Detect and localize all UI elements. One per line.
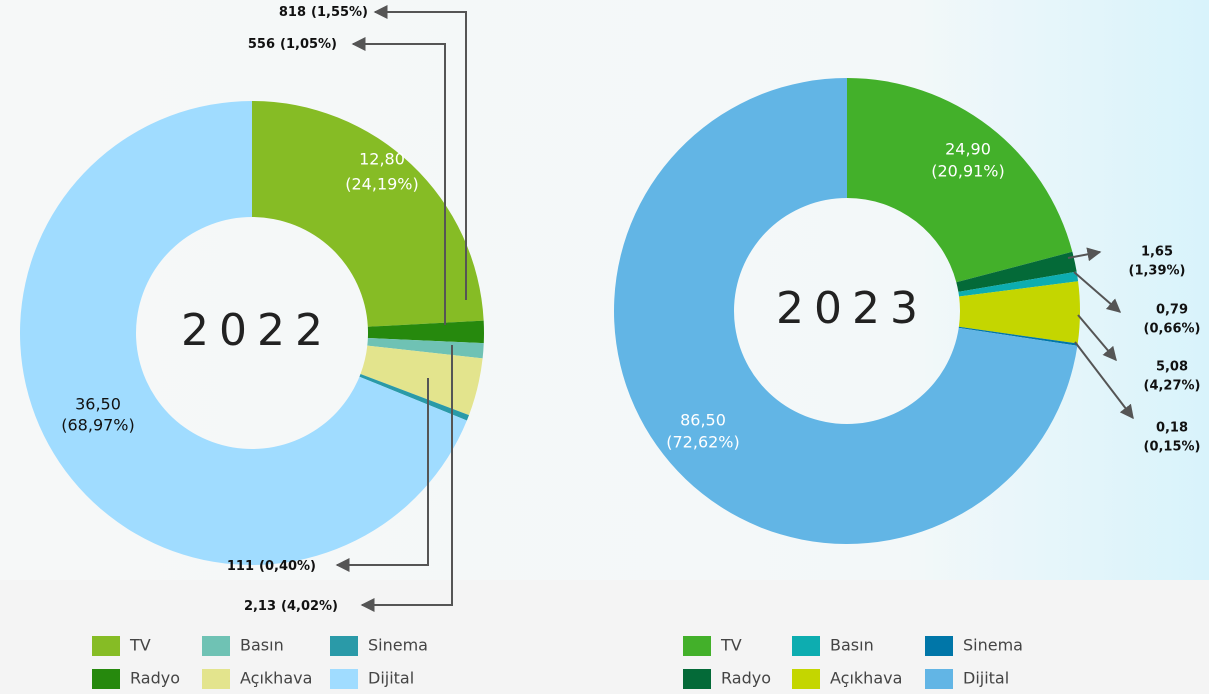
leader-line xyxy=(1077,314,1117,362)
value-label-pct: (4,02%) xyxy=(281,599,338,614)
pie-slice xyxy=(958,281,1080,344)
value-label: 24,90 xyxy=(945,140,991,159)
value-label: (4,27%) xyxy=(1144,379,1201,394)
value-label: (1,39%) xyxy=(1129,264,1186,279)
pie-slice xyxy=(958,326,1078,346)
pie-slice xyxy=(958,271,1079,297)
leader-line xyxy=(373,5,467,300)
value-label-amount: 2,13 xyxy=(244,599,276,614)
value-label: 0,79 xyxy=(1156,303,1188,318)
leader-line xyxy=(1073,271,1122,313)
leader-line xyxy=(360,345,453,612)
leader-line xyxy=(351,37,446,325)
value-label: (20,91%) xyxy=(931,162,1005,181)
value-label: 0,18 xyxy=(1156,421,1188,436)
value-label-pct: (1,55%) xyxy=(311,5,368,20)
legend-swatch xyxy=(92,636,120,656)
value-label-amount: 818 xyxy=(279,5,306,20)
legend-label: Sinema xyxy=(368,636,428,655)
value-label: (0,15%) xyxy=(1144,440,1201,455)
value-label: 556 (1,05%) xyxy=(248,37,337,52)
value-label: 12,80 xyxy=(359,150,405,169)
center-year: 2022 xyxy=(181,305,333,356)
center-year: 2023 xyxy=(776,283,928,334)
pie-slice xyxy=(252,101,484,327)
legend-swatch xyxy=(330,669,358,689)
value-label: (68,97%) xyxy=(61,416,135,435)
legend-label: Sinema xyxy=(963,636,1023,655)
pie-slice xyxy=(367,320,485,344)
legend-swatch xyxy=(683,669,711,689)
pie-slice xyxy=(19,101,467,566)
legend-label: Açıkhava xyxy=(240,669,312,688)
legend-swatch xyxy=(92,669,120,689)
value-label: 111 (0,40%) xyxy=(227,559,316,574)
value-label-amount: 556 xyxy=(248,37,275,52)
pie-slice xyxy=(359,374,469,421)
legend-label: Radyo xyxy=(721,669,771,688)
legend-swatch xyxy=(792,636,820,656)
leader-line xyxy=(1067,247,1102,262)
legend-label: Radyo xyxy=(130,669,180,688)
value-label: 86,50 xyxy=(680,411,726,430)
value-label: 1,65 xyxy=(1141,245,1173,260)
legend-label: TV xyxy=(129,636,151,655)
value-label: (0,66%) xyxy=(1144,322,1201,337)
leader-line xyxy=(335,378,429,572)
legend-label: TV xyxy=(720,636,742,655)
pie-slice xyxy=(956,251,1077,292)
legend-swatch xyxy=(925,636,953,656)
value-label-amount: 111 xyxy=(227,559,254,574)
legend-swatch xyxy=(925,669,953,689)
value-label: 36,50 xyxy=(75,395,121,414)
legend-swatch xyxy=(792,669,820,689)
legend-swatch xyxy=(683,636,711,656)
value-label: (24,19%) xyxy=(345,175,419,194)
value-label: 2,13 (4,02%) xyxy=(244,599,338,614)
legend-swatch xyxy=(202,669,230,689)
legend-label: Basın xyxy=(240,636,284,655)
value-label-pct: (0,40%) xyxy=(259,559,316,574)
legend-label: Dijital xyxy=(368,669,414,688)
pie-slice xyxy=(847,78,1073,283)
legend-label: Basın xyxy=(830,636,874,655)
value-label: (72,62%) xyxy=(666,433,740,452)
pie-slice xyxy=(367,338,484,359)
legend-band xyxy=(0,580,1209,694)
leader-line xyxy=(1074,341,1134,420)
pie-slice xyxy=(614,78,1078,544)
legend-label: Dijital xyxy=(963,669,1009,688)
value-label: 5,08 xyxy=(1156,360,1188,375)
legend-label: Açıkhava xyxy=(830,669,902,688)
value-label: 818 (1,55%) xyxy=(279,5,368,20)
legend-swatch xyxy=(330,636,358,656)
legend-swatch xyxy=(202,636,230,656)
value-label-pct: (1,05%) xyxy=(280,37,337,52)
